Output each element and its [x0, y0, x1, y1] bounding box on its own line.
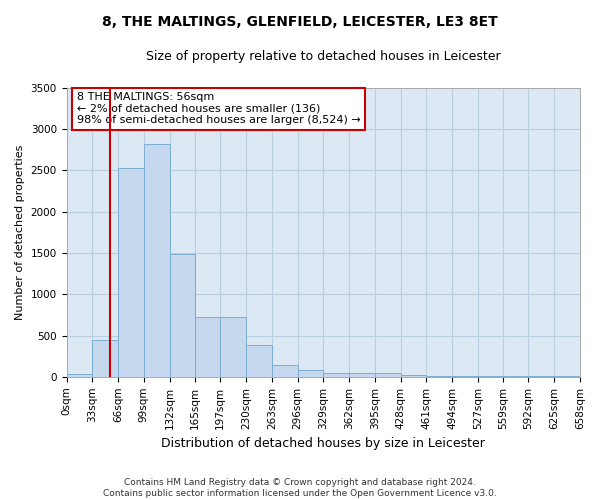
Bar [144, 144, 170, 377]
Text: Contains HM Land Registry data © Crown copyright and database right 2024.
Contai: Contains HM Land Registry data © Crown c… [103, 478, 497, 498]
Y-axis label: Number of detached properties: Number of detached properties [15, 144, 25, 320]
Bar [118, 168, 144, 377]
Bar [67, 374, 92, 377]
Bar [426, 376, 452, 377]
Bar [298, 370, 323, 377]
Title: Size of property relative to detached houses in Leicester: Size of property relative to detached ho… [146, 50, 500, 63]
Text: 8 THE MALTINGS: 56sqm
← 2% of detached houses are smaller (136)
98% of semi-deta: 8 THE MALTINGS: 56sqm ← 2% of detached h… [77, 92, 361, 126]
Bar [349, 372, 375, 377]
X-axis label: Distribution of detached houses by size in Leicester: Distribution of detached houses by size … [161, 437, 485, 450]
Bar [401, 375, 426, 377]
Bar [323, 372, 349, 377]
Bar [375, 372, 401, 377]
Bar [452, 376, 478, 377]
Text: 8, THE MALTINGS, GLENFIELD, LEICESTER, LE3 8ET: 8, THE MALTINGS, GLENFIELD, LEICESTER, L… [102, 15, 498, 29]
Bar [170, 254, 195, 377]
Bar [195, 316, 220, 377]
Bar [272, 366, 298, 377]
Bar [246, 346, 272, 377]
Bar [92, 340, 118, 377]
Bar [220, 316, 246, 377]
